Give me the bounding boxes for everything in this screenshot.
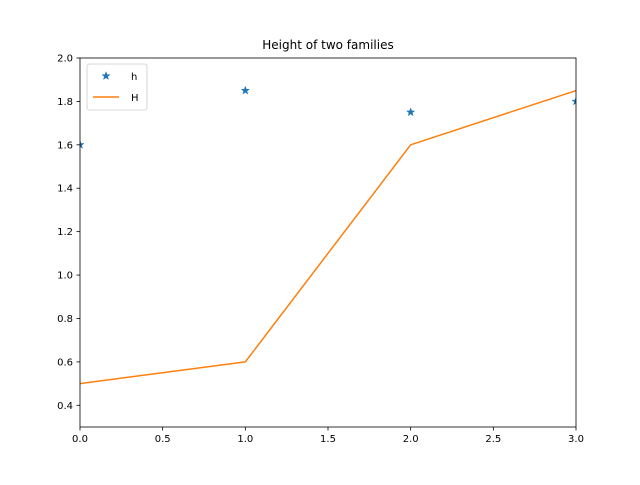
y-axis: 0.4 0.6 0.8 1.0 1.2 1.4 1.6 1.8 2.0 bbox=[57, 54, 80, 412]
plot-frame bbox=[79, 57, 577, 428]
x-tick-label: 2.0 bbox=[403, 434, 419, 445]
y-tick-label: 1.6 bbox=[57, 140, 73, 151]
y-tick-label: 2.0 bbox=[57, 54, 73, 65]
y-tick-label: 1.4 bbox=[57, 184, 73, 195]
data-point-h bbox=[240, 85, 251, 95]
x-tick-label: 2.5 bbox=[485, 434, 501, 445]
x-tick-label: 0.5 bbox=[155, 434, 171, 445]
series-layer bbox=[80, 85, 576, 385]
series-line-H bbox=[80, 89, 576, 385]
y-tick-label: 0.8 bbox=[57, 314, 73, 325]
y-tick-label: 0.4 bbox=[57, 401, 73, 412]
x-tick-label: 1.5 bbox=[320, 434, 336, 445]
y-tick-label: 0.6 bbox=[57, 357, 73, 368]
legend-swatch-h bbox=[101, 71, 111, 81]
data-point-h bbox=[571, 96, 576, 106]
x-axis: 0.0 0.5 1.0 1.5 2.0 2.5 3.0 bbox=[72, 427, 584, 445]
chart-title: Height of two families bbox=[262, 38, 393, 52]
y-tick-label: 1.8 bbox=[57, 97, 73, 108]
x-tick-label: 0.0 bbox=[72, 434, 88, 445]
legend-box bbox=[86, 63, 148, 111]
legend-label-h: h bbox=[131, 72, 137, 83]
data-point-h bbox=[80, 139, 85, 149]
x-tick-label: 3.0 bbox=[568, 434, 584, 445]
x-tick-label: 1.0 bbox=[237, 434, 253, 445]
legend-label-H: H bbox=[131, 93, 139, 104]
y-tick-label: 1.2 bbox=[57, 227, 73, 238]
data-point-h bbox=[405, 107, 416, 117]
legend: hH bbox=[86, 63, 148, 111]
y-tick-label: 1.0 bbox=[57, 271, 73, 282]
